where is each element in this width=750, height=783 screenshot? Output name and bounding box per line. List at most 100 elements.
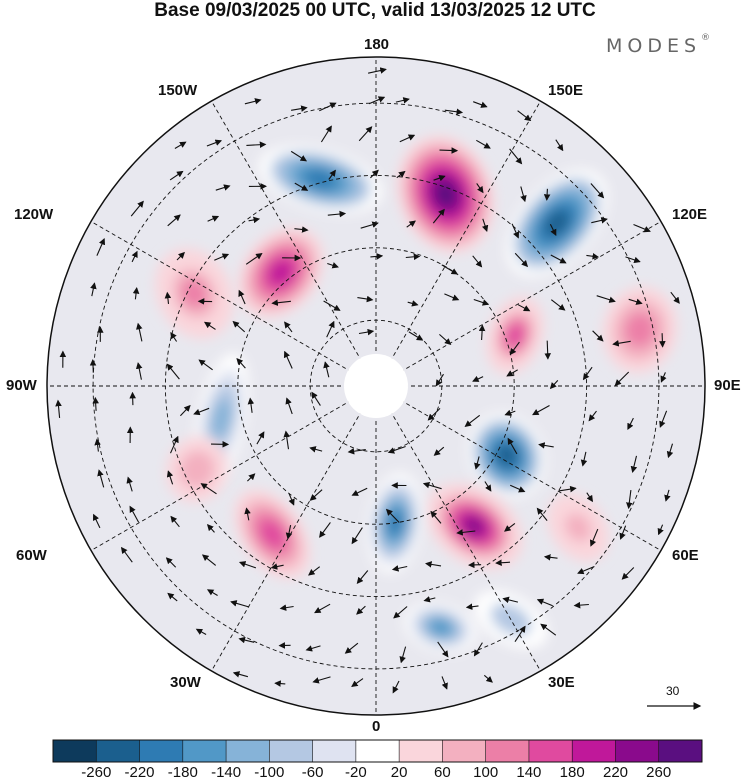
wind-arrow	[664, 489, 671, 502]
wind-arrow	[627, 417, 634, 430]
wind-arrow	[135, 362, 143, 380]
wind-arrow	[399, 134, 416, 143]
wind-arrow	[169, 435, 179, 454]
wind-arrow	[582, 366, 593, 381]
wind-arrow	[473, 298, 490, 306]
wind-arrow	[536, 507, 548, 521]
meridian-line	[90, 221, 377, 387]
map-disk	[47, 57, 705, 715]
wind-arrow	[504, 409, 516, 416]
wind-arrow	[126, 476, 133, 492]
wind-arrow	[97, 469, 105, 488]
wind-arrow	[444, 293, 460, 301]
wind-arrow	[573, 601, 589, 609]
colorbar	[52, 739, 703, 763]
wind-arrow	[433, 175, 446, 182]
lon-label-120w: 120W	[14, 206, 54, 223]
meridian-line	[375, 385, 541, 672]
wind-arrow	[589, 528, 599, 547]
wind-arrow	[612, 340, 631, 347]
wind-arrow	[136, 322, 143, 342]
wind-arrow	[577, 565, 595, 575]
wind-arrow	[247, 397, 255, 413]
wind-arrow	[283, 430, 290, 450]
wind-arrow	[370, 169, 379, 179]
wind-arrow	[288, 492, 295, 506]
wind-arrow	[167, 592, 178, 602]
colorbar-swatch	[442, 740, 487, 762]
wind-arrow	[630, 455, 638, 473]
wind-arrow	[166, 363, 180, 380]
wind-arrow	[294, 182, 309, 191]
brand-mark: ®	[701, 33, 711, 43]
wind-arrow	[536, 598, 553, 607]
lon-label-90e: 90E	[714, 377, 741, 394]
wind-arrow	[550, 254, 567, 264]
wind-arrow	[614, 371, 630, 386]
wind-arrow	[232, 320, 246, 333]
wind-arrow	[247, 473, 256, 482]
wind-arrow	[89, 359, 97, 373]
meridian-line	[375, 385, 662, 551]
wind-arrow	[432, 208, 445, 224]
colorbar-tick-label: -180	[167, 764, 198, 781]
wind-arrow	[309, 489, 323, 501]
wind-arrow	[628, 298, 643, 305]
wind-arrow	[207, 215, 220, 222]
wind-arrow	[474, 456, 481, 470]
wind-arrow	[549, 380, 559, 390]
wind-arrow	[176, 251, 185, 261]
wind-arrow	[357, 295, 374, 303]
wind-arrow	[238, 636, 255, 644]
wind-arrow	[308, 566, 321, 576]
wind-arrow	[441, 264, 459, 275]
wind-arrow	[502, 596, 519, 604]
colorbar-swatch	[53, 740, 97, 762]
wind-arrow	[90, 282, 97, 297]
wind-arrow	[248, 216, 261, 224]
wind-arrow	[244, 98, 262, 105]
colorbar-tick-label: 60	[434, 764, 451, 781]
wind-arrow	[385, 508, 400, 523]
meridian-line	[211, 100, 377, 387]
lon-label-180: 180	[364, 36, 390, 53]
wind-arrow	[319, 522, 331, 538]
colorbar-tick-label: 100	[473, 764, 499, 781]
wind-arrow	[626, 490, 633, 510]
wind-arrow	[356, 605, 366, 615]
wind-arrow	[351, 527, 363, 545]
wind-arrow	[399, 646, 407, 664]
wind-arrow	[360, 221, 379, 229]
wind-arrow	[167, 214, 181, 227]
wind-arrow	[347, 447, 366, 455]
lon-label-150w: 150W	[158, 82, 198, 99]
wind-arrow	[238, 561, 257, 569]
wind-arrow	[586, 252, 600, 260]
lon-label-150e: 150E	[548, 82, 584, 99]
colorbar-tick-label: 220	[602, 764, 629, 781]
wind-arrow	[544, 340, 551, 360]
colorbar-tick-label: 260	[646, 764, 672, 781]
wind-arrow	[326, 320, 335, 338]
wind-arrow	[659, 410, 668, 428]
wind-arrow	[427, 408, 441, 421]
blue-low-bering	[259, 145, 383, 213]
wind-arrow	[193, 407, 210, 416]
wind-arrow	[558, 485, 577, 493]
wind-arrow	[517, 304, 531, 312]
wind-arrow	[464, 414, 481, 427]
colorbar-border	[52, 739, 703, 763]
lon-label-0: 0	[372, 718, 381, 735]
wind-arrow	[170, 515, 180, 528]
wind-arrow	[666, 443, 674, 459]
wind-arrow	[472, 375, 484, 382]
wind-arrow	[588, 410, 597, 422]
colorbar-tick-label: 140	[516, 764, 542, 781]
lon-label-90w: 90W	[6, 377, 37, 394]
wind-arrow	[195, 628, 207, 635]
wind-arrow	[495, 559, 511, 567]
wind-arrow	[395, 97, 410, 104]
colorbar-swatch	[182, 740, 227, 762]
wind-arrow	[245, 252, 263, 265]
